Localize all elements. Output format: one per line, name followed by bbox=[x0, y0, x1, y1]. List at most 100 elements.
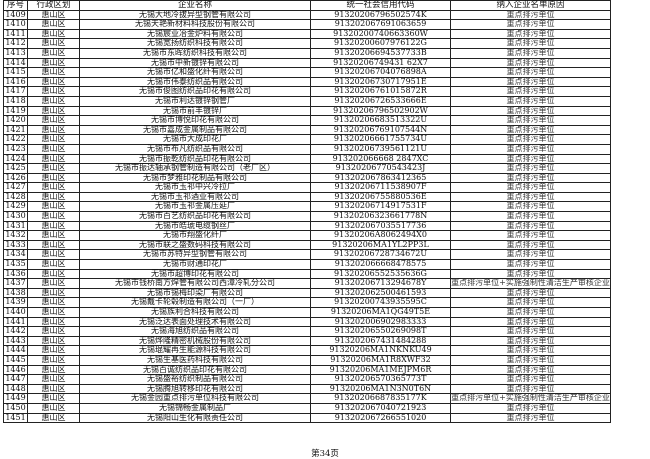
header-reason: 纳入企业名单原因 bbox=[450, 0, 611, 11]
cell-district: 惠山区 bbox=[27, 19, 80, 30]
table-row: 1442 惠山区 无锡海旭纺织品有限公司 91320206550269098T 重点排污… bbox=[3, 326, 611, 337]
cell-company: 无锡市东晖纺织科技有限公司 bbox=[79, 47, 311, 59]
cell-seq: 1420 bbox=[3, 115, 28, 126]
cell-credit-code: 91320206MA1R8XWF32 bbox=[310, 354, 451, 366]
cell-seq: 1425 bbox=[3, 163, 28, 174]
cell-district: 惠山区 bbox=[27, 211, 80, 222]
cell-company: 无锡市亿和盛化纤有限公司 bbox=[79, 67, 311, 78]
cell-company: 无锡生基医药科技有限公司 bbox=[79, 354, 311, 366]
table-row: 1451 惠山区 无锡阳山生化有限责任公司 913202067266551020 重点排… bbox=[3, 412, 611, 424]
cell-seq: 1435 bbox=[3, 259, 28, 270]
cell-company: 无锡盛裕纺织制品有限公司 bbox=[79, 374, 311, 385]
cell-credit-code: 91320206550269098T bbox=[310, 326, 451, 337]
cell-district: 惠山区 bbox=[27, 412, 80, 424]
table-row: 1423 惠山区 无锡市布凡纺织品有限公司 91320206739561121U 重点排… bbox=[3, 143, 611, 155]
cell-district: 惠山区 bbox=[27, 182, 80, 193]
cell-reason: 重点排污单位 bbox=[450, 163, 611, 174]
cell-district: 惠山区 bbox=[27, 374, 80, 385]
cell-credit-code: 913202066668478575 bbox=[310, 259, 451, 270]
table-row: 1432 惠山区 无锡市翔盛化纤厂 91320206A8062494X0 重点排污单位 bbox=[3, 230, 611, 241]
table-row: 1435 惠山区 无锡市财通印花厂 913202066668478575 重点排污单位 bbox=[3, 259, 611, 270]
table-row: 1440 惠山区 无锡族利合科技有限公司 91320206MA1QG49T5E 重点排污… bbox=[3, 307, 611, 318]
cell-company: 无锡金园重点排污单位科技有限公司 bbox=[79, 393, 311, 404]
cell-seq: 1432 bbox=[3, 230, 28, 241]
table-row: 1427 惠山区 无锡市玉祁中兴冷拉厂 91320206711538907F 重点排污单… bbox=[3, 182, 611, 193]
table-row: 1425 惠山区 无锡市振达轴承钢管制造有限公司（老厂区） 9132020677054… bbox=[3, 163, 611, 174]
cell-company: 无锡市俊图纺织品印花有限公司 bbox=[79, 86, 311, 97]
cell-seq: 1437 bbox=[3, 278, 28, 289]
cell-reason: 重点排污单位 bbox=[450, 182, 611, 193]
cell-reason: 重点排污单位 bbox=[450, 230, 611, 241]
cell-district: 惠山区 bbox=[27, 402, 80, 414]
cell-seq: 1422 bbox=[3, 134, 28, 145]
cell-seq: 1440 bbox=[3, 307, 28, 318]
cell-seq: 1423 bbox=[3, 143, 28, 155]
cell-company: 无锡海旭纺织品有限公司 bbox=[79, 326, 311, 337]
table-row: 1409 惠山区 无锡大地冷拔异型钢管有限公司 91320206796502574K 重… bbox=[3, 9, 611, 21]
page-number: 第34页 bbox=[311, 449, 339, 459]
table-row: 1419 惠山区 无锡市前丰镀锌厂 91320206796502902W 重点排污单位 bbox=[3, 105, 611, 117]
table-row: 1449 惠山区 无锡金园重点排污单位科技有限公司 91320206687835177… bbox=[3, 393, 611, 404]
cell-seq: 1430 bbox=[3, 211, 28, 222]
cell-district: 惠山区 bbox=[27, 134, 80, 145]
cell-credit-code: 91320206323661778N bbox=[310, 211, 451, 222]
cell-company: 无锡市利达镀锌钢管厂 bbox=[79, 95, 311, 107]
cell-reason: 重点排污单位 bbox=[450, 211, 611, 222]
cell-credit-code: 91320206570365773T bbox=[310, 374, 451, 385]
header-seq: 序号 bbox=[3, 0, 28, 11]
table-row: 1447 惠山区 无锡盛裕纺织制品有限公司 91320206570365773T 重点排… bbox=[3, 374, 611, 385]
cell-company: 无锡市财通印花厂 bbox=[79, 259, 311, 270]
cell-credit-code: 91320206MA1QG49T5E bbox=[310, 307, 451, 318]
cell-reason: 重点排污单位 bbox=[450, 326, 611, 337]
cell-reason: 重点排污单位 bbox=[450, 374, 611, 385]
table-row: 1413 惠山区 无锡市东晖纺织科技有限公司 91320206694537733B 重点… bbox=[3, 47, 611, 59]
cell-credit-code: 91320206761015872R bbox=[310, 86, 451, 97]
cell-reason: 重点排污单位 bbox=[450, 67, 611, 78]
cell-reason: 重点排污单位 bbox=[450, 402, 611, 414]
cell-seq: 1449 bbox=[3, 393, 28, 404]
cell-district: 惠山区 bbox=[27, 278, 80, 289]
cell-company: 无锡市玉祁中兴冷拉厂 bbox=[79, 182, 311, 193]
cell-credit-code: 91320206713294678Y bbox=[310, 278, 451, 289]
cell-reason: 重点排污单位 bbox=[450, 307, 611, 318]
cell-seq: 1442 bbox=[3, 326, 28, 337]
table-row: 1415 惠山区 无锡市亿和盛化纤有限公司 91320206704076898A 重点排… bbox=[3, 67, 611, 78]
cell-company: 无锡市百艺纺织品印花有限公司 bbox=[79, 211, 311, 222]
cell-reason: 重点排污单位 bbox=[450, 19, 611, 30]
cell-district: 惠山区 bbox=[27, 307, 80, 318]
cell-credit-code: 91320206694537733B bbox=[310, 47, 451, 59]
cell-company: 无锡市翔盛化纤厂 bbox=[79, 230, 311, 241]
cell-reason: 重点排污单位 bbox=[450, 354, 611, 366]
cell-district: 惠山区 bbox=[27, 47, 80, 59]
cell-company: 无锡锦畅金属制品厂 bbox=[79, 402, 311, 414]
cell-reason: 重点排污单位 bbox=[450, 259, 611, 270]
cell-credit-code: 91320206726533666E bbox=[310, 95, 451, 107]
cell-reason: 重点排污单位+实施强制性清洁生产审核企业 bbox=[450, 393, 611, 404]
cell-company: 无锡市布凡纺织品有限公司 bbox=[79, 143, 311, 155]
cell-seq: 1427 bbox=[3, 182, 28, 193]
cell-reason: 重点排污单位+实施强制性清洁生产审核企业 bbox=[450, 278, 611, 289]
cell-district: 惠山区 bbox=[27, 163, 80, 174]
cell-credit-code: 91320206711538907F bbox=[310, 182, 451, 193]
header-credit-code: 统一社会信用代码 bbox=[310, 0, 451, 11]
cell-district: 惠山区 bbox=[27, 326, 80, 337]
cell-company: 无锡天艳新材料科技股份有限公司 bbox=[79, 19, 311, 30]
cell-seq: 1413 bbox=[3, 47, 28, 59]
cell-reason: 重点排污单位 bbox=[450, 86, 611, 97]
cell-credit-code: 91320206661755734U bbox=[310, 134, 451, 145]
cell-seq: 1415 bbox=[3, 67, 28, 78]
cell-credit-code: 913202067266551020 bbox=[310, 412, 451, 424]
cell-reason: 重点排污单位 bbox=[450, 134, 611, 145]
table-row: 1445 惠山区 无锡生基医药科技有限公司 91320206MA1R8XWF32 重点排… bbox=[3, 354, 611, 366]
cell-seq: 1410 bbox=[3, 19, 28, 30]
cell-company: 无锡市振达轴承钢管制造有限公司（老厂区） bbox=[79, 163, 311, 174]
cell-district: 惠山区 bbox=[27, 354, 80, 366]
table-row: 1418 惠山区 无锡市利达镀锌钢管厂 91320206726533666E 重点排污单… bbox=[3, 95, 611, 107]
cell-district: 惠山区 bbox=[27, 67, 80, 78]
cell-company: 无锡市钱桥南方焊管有限公司西漳冷轧分公司 bbox=[79, 278, 311, 289]
cell-district: 惠山区 bbox=[27, 393, 80, 404]
cell-credit-code: 91320206A8062494X0 bbox=[310, 230, 451, 241]
table-row: 1450 惠山区 无锡锦畅金属制品厂 913202067040721923 重点排污单位 bbox=[3, 402, 611, 414]
table-row: 1443 惠山区 无锡烨隆精密机械股份有限公司 913202067431484288 重… bbox=[3, 335, 611, 347]
cell-seq: 1418 bbox=[3, 95, 28, 107]
